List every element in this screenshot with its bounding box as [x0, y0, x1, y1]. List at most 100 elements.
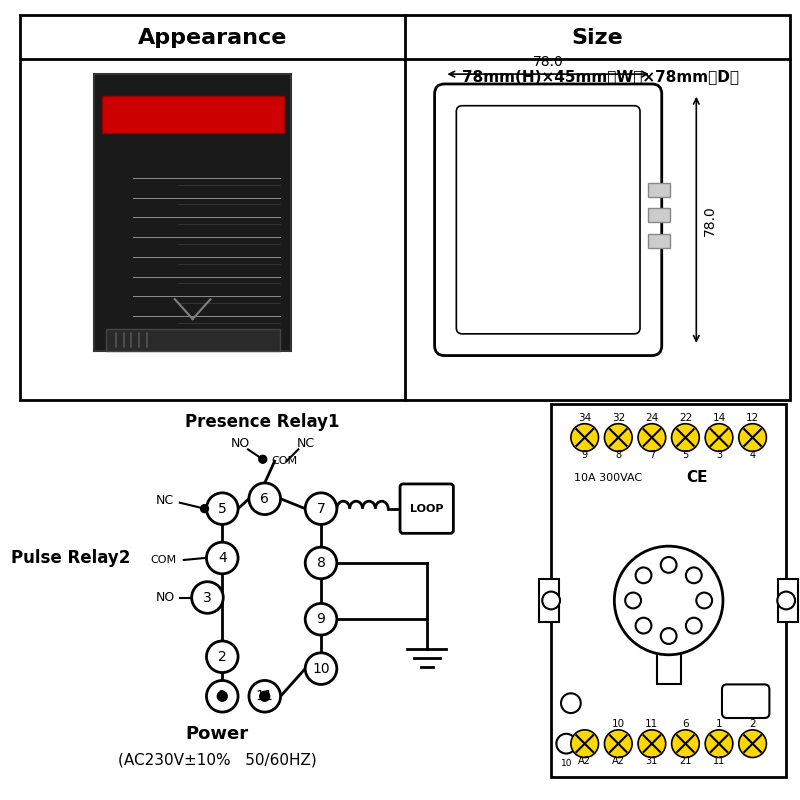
Text: CE: CE — [686, 470, 708, 485]
Bar — [20, 15, 790, 400]
Circle shape — [626, 593, 641, 608]
Circle shape — [206, 493, 238, 525]
Circle shape — [201, 505, 209, 513]
Circle shape — [638, 424, 666, 451]
Circle shape — [686, 618, 702, 634]
FancyBboxPatch shape — [456, 106, 640, 334]
Circle shape — [556, 734, 576, 754]
Circle shape — [306, 653, 337, 685]
Circle shape — [571, 730, 598, 758]
Bar — [657, 637, 681, 685]
Bar — [551, 404, 786, 778]
Text: 10A 300VAC: 10A 300VAC — [574, 473, 642, 483]
Text: 1: 1 — [716, 719, 722, 729]
Circle shape — [738, 424, 766, 451]
Text: (AC230V±10%   50/60HZ): (AC230V±10% 50/60HZ) — [118, 753, 317, 768]
Text: 32: 32 — [612, 413, 625, 422]
FancyBboxPatch shape — [400, 484, 454, 534]
Circle shape — [306, 547, 337, 578]
Bar — [539, 578, 559, 622]
Text: 22: 22 — [679, 413, 692, 422]
Text: 10: 10 — [561, 759, 572, 768]
Text: Appearance: Appearance — [138, 27, 287, 47]
Circle shape — [561, 694, 581, 713]
Text: 14: 14 — [712, 413, 726, 422]
FancyBboxPatch shape — [434, 84, 662, 355]
Circle shape — [206, 542, 238, 574]
Circle shape — [778, 591, 795, 610]
Circle shape — [605, 424, 632, 451]
Circle shape — [542, 591, 560, 610]
Text: A2: A2 — [612, 757, 625, 766]
Circle shape — [661, 557, 677, 573]
Circle shape — [636, 567, 651, 583]
Circle shape — [672, 424, 699, 451]
Bar — [94, 74, 291, 350]
Text: Power: Power — [186, 725, 249, 742]
Bar — [778, 578, 798, 622]
Bar — [648, 234, 670, 248]
Circle shape — [249, 681, 281, 712]
Text: 5: 5 — [682, 450, 689, 460]
Text: 10: 10 — [312, 662, 330, 676]
Text: 2: 2 — [218, 650, 226, 664]
Text: 6: 6 — [260, 492, 269, 506]
Text: 8: 8 — [317, 556, 326, 570]
Circle shape — [571, 424, 598, 451]
Circle shape — [605, 730, 632, 758]
Text: 12: 12 — [746, 413, 759, 422]
Bar — [106, 329, 279, 350]
Circle shape — [636, 618, 651, 634]
Text: 1: 1 — [218, 690, 226, 703]
Text: 10: 10 — [612, 719, 625, 729]
Text: 8: 8 — [615, 450, 622, 460]
Circle shape — [705, 424, 733, 451]
Text: 4: 4 — [218, 551, 226, 565]
Text: 3: 3 — [203, 590, 212, 605]
Bar — [102, 96, 283, 134]
Circle shape — [686, 567, 702, 583]
Text: 7: 7 — [317, 502, 326, 516]
Text: COM: COM — [271, 456, 298, 466]
Text: 4: 4 — [750, 450, 756, 460]
Circle shape — [206, 681, 238, 712]
Text: 11: 11 — [646, 719, 658, 729]
Text: 11: 11 — [713, 757, 725, 766]
Text: 9: 9 — [317, 612, 326, 626]
Text: 34: 34 — [578, 413, 591, 422]
Text: 11: 11 — [256, 690, 274, 703]
Text: 3: 3 — [716, 450, 722, 460]
Text: Size: Size — [572, 27, 623, 47]
Text: 78.0: 78.0 — [703, 205, 717, 236]
Circle shape — [260, 691, 270, 702]
Text: 6: 6 — [682, 719, 689, 729]
Text: NC: NC — [156, 494, 174, 507]
FancyBboxPatch shape — [722, 685, 770, 718]
Text: COM: COM — [150, 555, 176, 565]
Text: NO: NO — [230, 437, 250, 450]
Text: 9: 9 — [582, 450, 588, 460]
Circle shape — [661, 628, 677, 644]
Circle shape — [696, 593, 712, 608]
Text: LOOP: LOOP — [410, 504, 443, 514]
Circle shape — [672, 730, 699, 758]
Text: NC: NC — [297, 437, 315, 450]
Bar — [648, 182, 670, 197]
Bar — [648, 209, 670, 222]
Text: A2: A2 — [578, 757, 591, 766]
Circle shape — [206, 641, 238, 673]
Text: 5: 5 — [218, 502, 226, 516]
Text: Presence Relay1: Presence Relay1 — [185, 413, 339, 430]
Circle shape — [306, 493, 337, 525]
Text: Pulse Relay2: Pulse Relay2 — [11, 549, 131, 567]
Text: 78.0: 78.0 — [533, 55, 563, 70]
Circle shape — [192, 582, 223, 614]
Circle shape — [738, 730, 766, 758]
Circle shape — [705, 730, 733, 758]
Circle shape — [614, 546, 723, 654]
Text: 31: 31 — [646, 757, 658, 766]
Text: 21: 21 — [679, 757, 692, 766]
Circle shape — [306, 603, 337, 635]
Circle shape — [218, 691, 227, 702]
Circle shape — [259, 455, 266, 463]
